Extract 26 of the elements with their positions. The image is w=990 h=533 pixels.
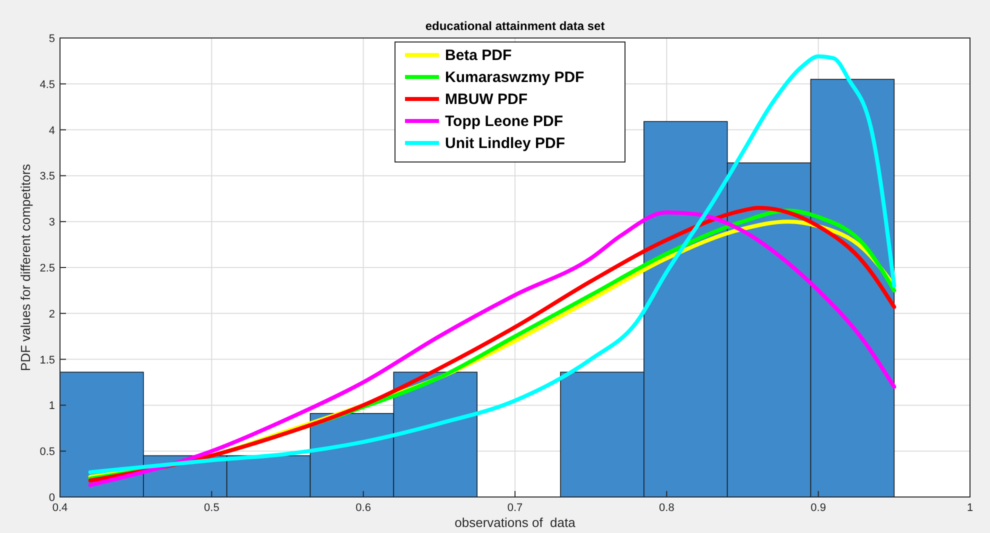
y-tick-label: 3 — [48, 216, 55, 229]
y-tick-label: 3.5 — [40, 170, 55, 183]
x-tick-label: 0.4 — [52, 502, 68, 514]
x-axis-title: observations of data — [454, 515, 576, 530]
y-tick-label: 4.5 — [40, 78, 55, 91]
y-tick-label: 1.5 — [40, 354, 55, 366]
x-tick-label: 0.9 — [810, 502, 826, 514]
x-tick-label: 0.6 — [356, 502, 371, 514]
legend-label: Beta PDF — [445, 47, 512, 64]
legend-label: Topp Leone PDF — [445, 113, 564, 130]
y-tick-label: 1 — [48, 400, 55, 412]
y-tick-label: 0.5 — [40, 446, 55, 458]
y-tick-label: 5 — [48, 33, 55, 45]
legend-label: Kumaraswzmy PDF — [445, 69, 584, 86]
legend-label: MBUW PDF — [445, 91, 528, 108]
y-tick-label: 2 — [48, 308, 55, 320]
x-tick-label: 0.7 — [507, 502, 523, 514]
x-tick-label: 0.5 — [204, 502, 220, 514]
chart-title: educational attainment data set — [425, 19, 605, 33]
legend-label: Unit Lindley PDF — [445, 135, 565, 152]
y-tick-label: 2.5 — [40, 262, 55, 274]
y-tick-label: 0 — [48, 492, 55, 504]
x-tick-label: 1 — [966, 502, 974, 514]
y-axis-title: PDF values for different competitors — [18, 163, 33, 372]
x-tick-label: 0.8 — [659, 502, 674, 514]
y-tick-label: 4 — [48, 124, 55, 137]
